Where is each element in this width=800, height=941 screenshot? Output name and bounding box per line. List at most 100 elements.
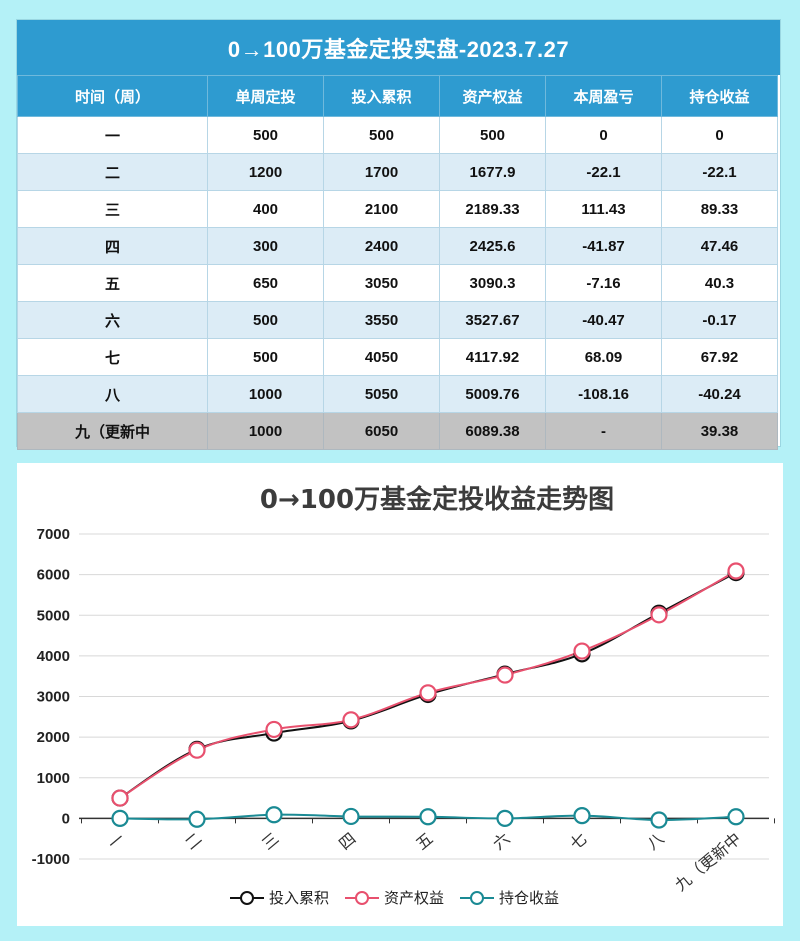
- cell-asset-equity: 500: [439, 116, 546, 154]
- fund-table-panel: 0→100万基金定投实盘-2023.7.27 时间（周） 单周定投 投入累积 资…: [17, 20, 780, 450]
- cell-asset-equity: 6089.38: [439, 412, 546, 450]
- point-asset-equity: [419, 684, 437, 702]
- legend-swatch-marker: [240, 891, 254, 905]
- cell-weekly-investment: 500: [207, 338, 324, 376]
- table-row: 七 500 4050 4117.92 68.09 67.92: [17, 338, 778, 376]
- cell-cumulative-investment: 3050: [323, 264, 440, 302]
- y-tick-label: -1000: [32, 851, 70, 868]
- cell-weekly-pnl: 111.43: [545, 190, 662, 228]
- point-holding-return: [496, 809, 514, 827]
- y-tick-label: 6000: [37, 567, 70, 584]
- point-asset-equity: [727, 562, 745, 580]
- table-row: 六 500 3550 3527.67 -40.47 -0.17: [17, 301, 778, 339]
- point-asset-equity: [111, 789, 129, 807]
- point-holding-return: [265, 806, 283, 824]
- cell-holding-return: -40.24: [661, 375, 778, 413]
- cell-weekly-investment: 1000: [207, 375, 324, 413]
- cell-week: 九（更新中: [17, 412, 208, 450]
- table-row: 三 400 2100 2189.33 111.43 89.33: [17, 190, 778, 228]
- point-holding-return: [650, 811, 668, 829]
- cell-week: 八: [17, 375, 208, 413]
- cell-holding-return: -22.1: [661, 153, 778, 191]
- x-tick-label: 九（更新中: [671, 829, 745, 895]
- x-tick-label: 四: [335, 829, 359, 854]
- cell-weekly-investment: 500: [207, 116, 324, 154]
- point-holding-return: [573, 807, 591, 825]
- header-asset-equity: 资产权益: [439, 75, 546, 117]
- header-weekly-investment: 单周定投: [207, 75, 324, 117]
- x-tick-label: 三: [258, 829, 282, 854]
- fund-table: 时间（周） 单周定投 投入累积 资产权益 本周盈亏 持仓收益 一 500 500 50…: [17, 75, 778, 450]
- cell-holding-return: 89.33: [661, 190, 778, 228]
- point-asset-equity: [573, 642, 591, 660]
- cell-weekly-pnl: -7.16: [545, 264, 662, 302]
- cell-weekly-investment: 650: [207, 264, 324, 302]
- legend-label-holding-return: 持仓收益: [499, 889, 559, 907]
- point-asset-equity: [342, 711, 360, 729]
- y-tick-label: 4000: [37, 648, 70, 665]
- table-row: 五 650 3050 3090.3 -7.16 40.3: [17, 264, 778, 302]
- x-tick-label: 八: [643, 829, 667, 854]
- cell-asset-equity: 3090.3: [439, 264, 546, 302]
- cell-holding-return: 0: [661, 116, 778, 154]
- cell-cumulative-investment: 6050: [323, 412, 440, 450]
- cell-asset-equity: 3527.67: [439, 301, 546, 339]
- legend-label-asset-equity: 资产权益: [384, 889, 444, 907]
- point-holding-return: [111, 809, 129, 827]
- cell-holding-return: 39.38: [661, 412, 778, 450]
- table-row: 八 1000 5050 5009.76 -108.16 -40.24: [17, 375, 778, 413]
- cell-week: 五: [17, 264, 208, 302]
- cell-weekly-investment: 300: [207, 227, 324, 265]
- header-holding-return: 持仓收益: [661, 75, 778, 117]
- cell-weekly-pnl: -108.16: [545, 375, 662, 413]
- point-asset-equity: [650, 606, 668, 624]
- table-header-row: 时间（周） 单周定投 投入累积 资产权益 本周盈亏 持仓收益: [17, 75, 778, 117]
- cell-week: 四: [17, 227, 208, 265]
- line-chart: 0→100万基金定投收益走势图 7000 6000 5000 4000 3000 2000…: [32, 484, 775, 907]
- cell-weekly-investment: 1000: [207, 412, 324, 450]
- cell-weekly-pnl: -40.47: [545, 301, 662, 339]
- cell-cumulative-investment: 500: [323, 116, 440, 154]
- cell-week: 七: [17, 338, 208, 376]
- cell-cumulative-investment: 3550: [323, 301, 440, 339]
- cell-asset-equity: 2189.33: [439, 190, 546, 228]
- cell-asset-equity: 4117.92: [439, 338, 546, 376]
- point-asset-equity: [188, 741, 206, 759]
- cell-week: 三: [17, 190, 208, 228]
- header-cumulative-investment: 投入累积: [323, 75, 440, 117]
- legend-swatch-marker: [470, 891, 484, 905]
- cell-cumulative-investment: 2400: [323, 227, 440, 265]
- chart-panel: 0→100万基金定投收益走势图 7000 6000 5000 4000 3000 2000…: [17, 463, 783, 926]
- x-tick-label: 七: [566, 829, 590, 854]
- cell-cumulative-investment: 1700: [323, 153, 440, 191]
- y-tick-label: 5000: [37, 607, 70, 624]
- cell-week: 二: [17, 153, 208, 191]
- cell-weekly-pnl: -: [545, 412, 662, 450]
- table-row: 一 500 500 500 0 0: [17, 116, 778, 154]
- y-tick-label: 0: [62, 810, 70, 827]
- point-holding-return: [419, 808, 437, 826]
- legend-swatch-marker: [355, 891, 369, 905]
- cell-asset-equity: 5009.76: [439, 375, 546, 413]
- cell-weekly-investment: 500: [207, 301, 324, 339]
- table-row: 二 1200 1700 1677.9 -22.1 -22.1: [17, 153, 778, 191]
- point-holding-return: [188, 810, 206, 828]
- x-tick-label: 一: [104, 829, 128, 854]
- table-row: 四 300 2400 2425.6 -41.87 47.46: [17, 227, 778, 265]
- table-row: 九（更新中 1000 6050 6089.38-39.38: [17, 412, 778, 450]
- x-tick-label: 五: [412, 829, 436, 854]
- point-asset-equity: [265, 720, 283, 739]
- cell-cumulative-investment: 4050: [323, 338, 440, 376]
- cell-asset-equity: 1677.9: [439, 153, 546, 191]
- legend-label-cumulative-investment: 投入累积: [269, 889, 329, 907]
- y-tick-label: 2000: [37, 729, 70, 746]
- cell-week: 六: [17, 301, 208, 339]
- x-tick-label: 六: [489, 829, 513, 854]
- chart-title: 0→100万基金定投收益走势图: [260, 484, 614, 515]
- cell-weekly-investment: 1200: [207, 153, 324, 191]
- cell-holding-return: 47.46: [661, 227, 778, 265]
- cell-asset-equity: 2425.6: [439, 227, 546, 265]
- cell-cumulative-investment: 2100: [323, 190, 440, 228]
- table-title: 0→100万基金定投实盘-2023.7.27: [17, 20, 780, 75]
- cell-weekly-pnl: -41.87: [545, 227, 662, 265]
